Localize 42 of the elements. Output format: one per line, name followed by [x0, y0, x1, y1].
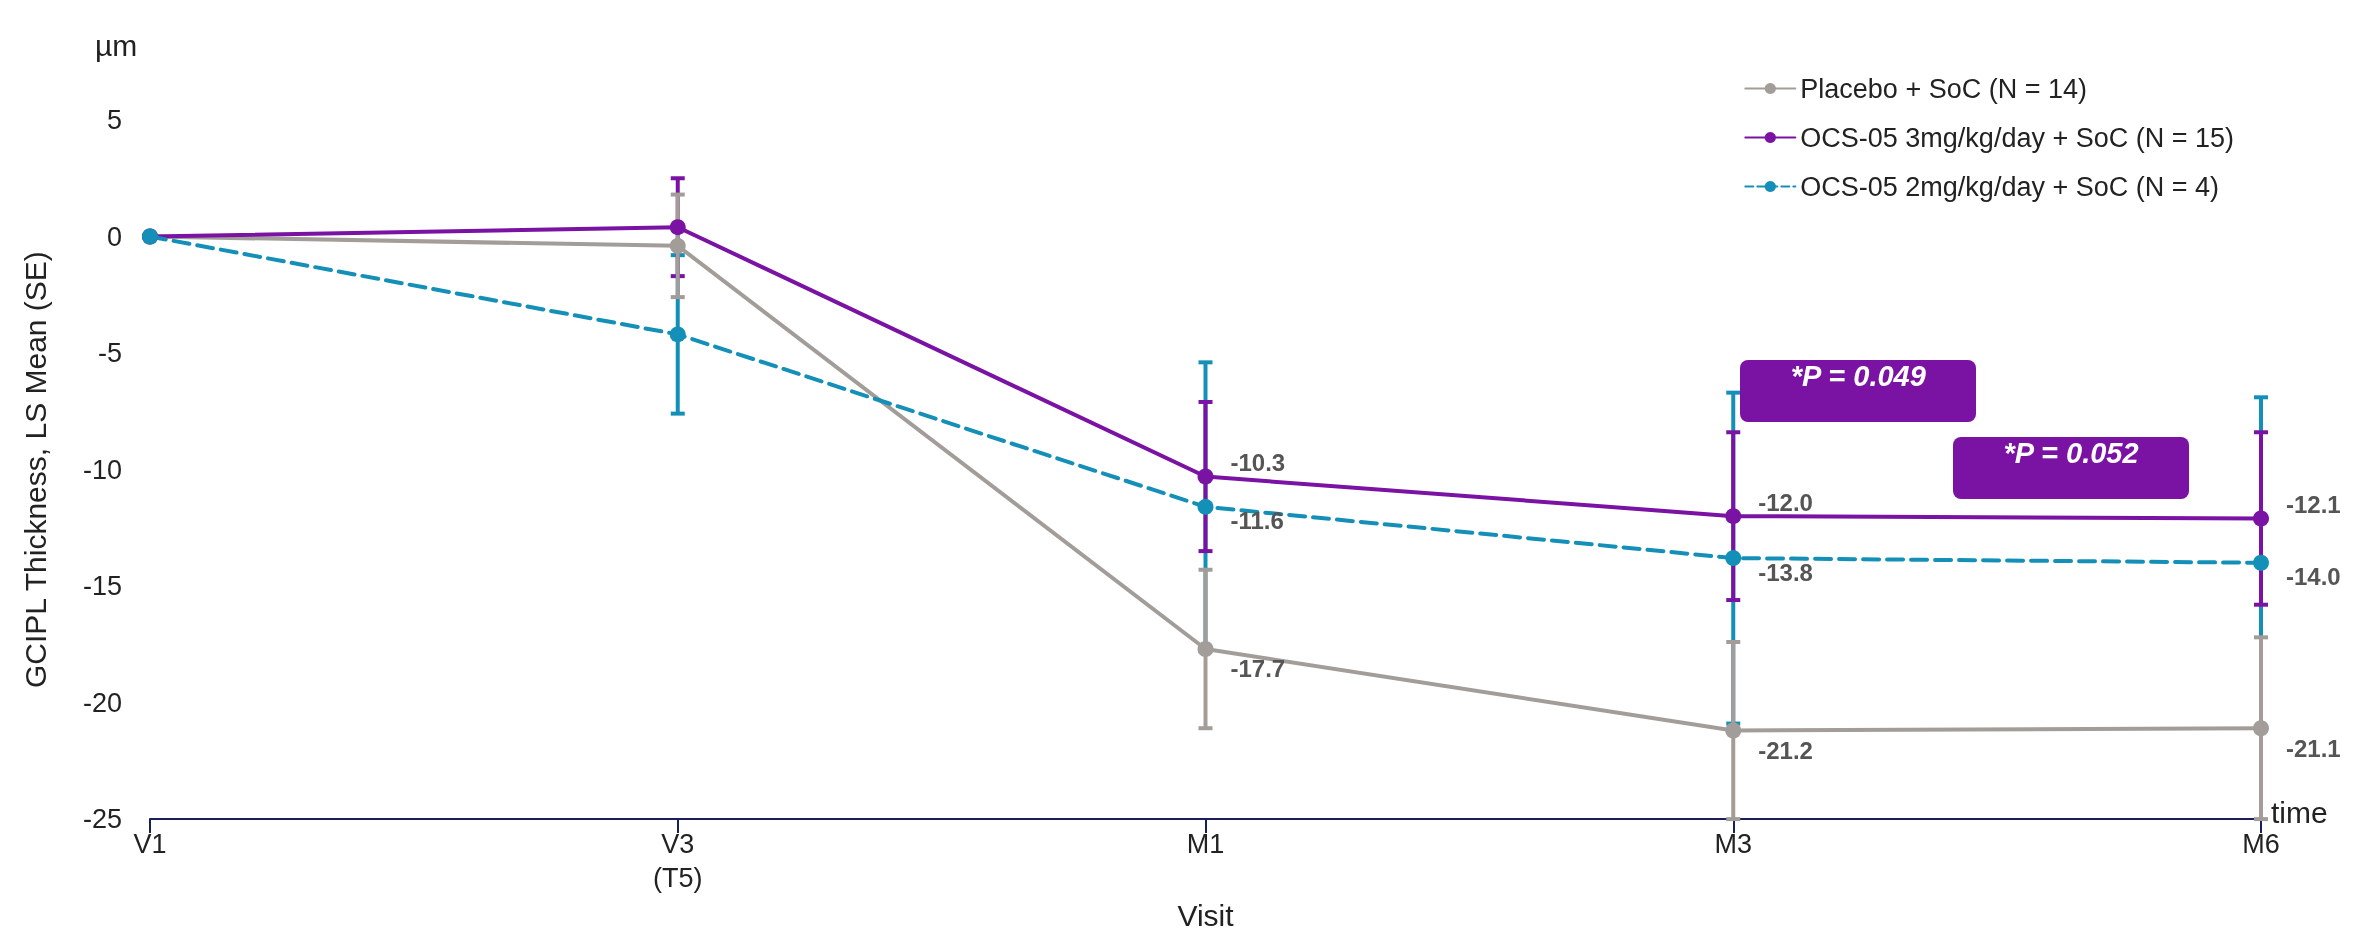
callout-box: *P = 0.049	[1740, 360, 1977, 423]
data-label: -10.3	[1230, 449, 1286, 477]
y-tick-label: -15	[82, 571, 122, 602]
point	[1197, 640, 1214, 657]
data-label: -11.6	[1230, 507, 1284, 535]
y-tick-label: -10	[82, 454, 122, 485]
y-tick-label: 5	[106, 105, 122, 135]
x-tick-label: V3 (T5)	[653, 829, 703, 894]
legend-label: OCS-05 2mg/kg/day + SoC (N = 4)	[1800, 171, 2219, 202]
y-tick-label: 0	[106, 221, 122, 252]
x-tick-label: M1	[1186, 829, 1225, 860]
data-label: -21.1	[2286, 734, 2341, 762]
point	[2253, 510, 2269, 527]
data-label: -14.0	[2286, 563, 2341, 591]
legend-label: Placebo + SoC (N = 14)	[1800, 73, 2087, 104]
data-label: -17.7	[1230, 655, 1286, 683]
y-tick-label: -20	[82, 687, 122, 718]
callout-box: *P = 0.052	[1953, 437, 2189, 500]
data-label: -21.2	[1758, 737, 1813, 765]
point	[669, 237, 686, 254]
point	[2253, 554, 2269, 571]
x-tick-label: V1	[133, 829, 167, 860]
point	[1197, 468, 1214, 485]
point	[1725, 722, 1742, 739]
point	[1725, 550, 1742, 567]
x-tick-label: M3	[1714, 829, 1753, 860]
point	[669, 219, 686, 236]
data-label: -12.0	[1758, 488, 1813, 516]
data-label: -12.1	[2286, 490, 2341, 518]
point	[2253, 720, 2269, 737]
legend-label: OCS-05 3mg/kg/day + SoC (N = 15)	[1800, 122, 2234, 153]
y-tick-label: -25	[82, 804, 122, 835]
data-label: -13.8	[1758, 558, 1813, 586]
point	[1197, 498, 1214, 515]
point	[669, 326, 686, 343]
text: time	[2271, 795, 2328, 829]
x-tick-label: M6	[2242, 829, 2280, 860]
text: µm	[95, 28, 138, 62]
y-axis-title: GCIPL Thickness, LS Mean (SE)	[18, 251, 52, 688]
point	[1725, 508, 1742, 525]
x-axis-title: Visit	[1177, 898, 1235, 932]
y-tick-label: -5	[97, 338, 122, 369]
